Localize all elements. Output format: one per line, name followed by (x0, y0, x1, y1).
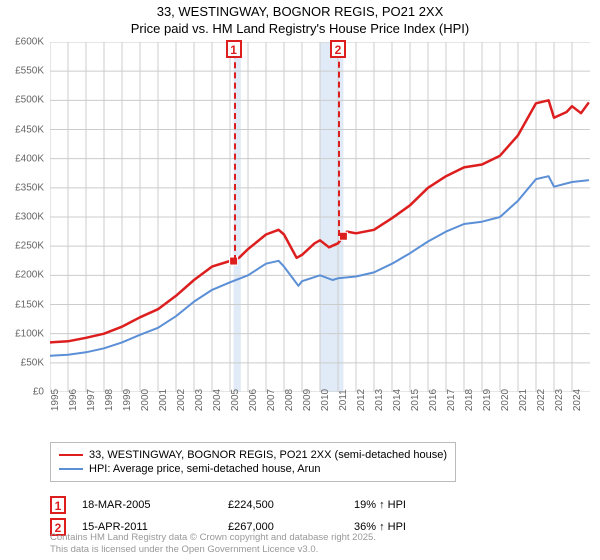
footer-line1: Contains HM Land Registry data © Crown c… (50, 532, 376, 544)
chart-card: 33, WESTINGWAY, BOGNOR REGIS, PO21 2XX P… (0, 0, 600, 560)
legend-label: HPI: Average price, semi-detached house,… (89, 463, 321, 475)
y-tick-label: £550K (15, 66, 44, 77)
callout-number: 1 (226, 40, 242, 58)
y-tick-label: £150K (15, 299, 44, 310)
legend-swatch (59, 468, 83, 471)
x-tick-label: 2016 (428, 389, 439, 411)
legend-item: HPI: Average price, semi-detached house,… (59, 463, 447, 475)
x-tick-label: 2007 (266, 389, 277, 411)
legend-swatch (59, 454, 83, 457)
price-row-date: 15-APR-2011 (82, 521, 212, 533)
x-tick-label: 1997 (86, 389, 97, 411)
x-tick-label: 2003 (194, 389, 205, 411)
x-tick-label: 2011 (338, 389, 349, 411)
x-tick-label: 1999 (122, 389, 133, 411)
x-tick-label: 2010 (320, 389, 331, 411)
title-subtitle: Price paid vs. HM Land Registry's House … (0, 21, 600, 36)
legend-item: 33, WESTINGWAY, BOGNOR REGIS, PO21 2XX (… (59, 449, 447, 461)
x-tick-label: 1995 (50, 389, 61, 411)
x-tick-label: 2018 (464, 389, 475, 411)
callout-number: 2 (330, 40, 346, 58)
x-tick-label: 2017 (446, 389, 457, 411)
price-row-pct: 19% ↑ HPI (354, 499, 464, 511)
chart-plot-area (50, 42, 590, 392)
x-tick-label: 2012 (356, 389, 367, 411)
legend-box: 33, WESTINGWAY, BOGNOR REGIS, PO21 2XX (… (50, 442, 456, 482)
x-tick-label: 2015 (410, 389, 421, 411)
legend-label: 33, WESTINGWAY, BOGNOR REGIS, PO21 2XX (… (89, 449, 447, 461)
y-tick-label: £500K (15, 95, 44, 106)
y-axis-labels: £0£50K£100K£150K£200K£250K£300K£350K£400… (0, 42, 48, 392)
x-tick-label: 2019 (482, 389, 493, 411)
price-row-price: £267,000 (228, 521, 338, 533)
legend: 33, WESTINGWAY, BOGNOR REGIS, PO21 2XX (… (50, 442, 590, 482)
y-tick-label: £300K (15, 212, 44, 223)
x-tick-label: 1998 (104, 389, 115, 411)
footer-attribution: Contains HM Land Registry data © Crown c… (50, 532, 376, 556)
price-row-price: £224,500 (228, 499, 338, 511)
title-block: 33, WESTINGWAY, BOGNOR REGIS, PO21 2XX P… (0, 0, 600, 36)
title-address: 33, WESTINGWAY, BOGNOR REGIS, PO21 2XX (0, 4, 600, 19)
x-tick-label: 2013 (374, 389, 385, 411)
callout-dash (338, 42, 340, 236)
price-row-date: 18-MAR-2005 (82, 499, 212, 511)
x-tick-label: 2020 (500, 389, 511, 411)
y-tick-label: £0 (33, 387, 44, 398)
price-row: 1 18-MAR-2005 £224,500 19% ↑ HPI (50, 496, 590, 514)
x-tick-label: 2014 (392, 389, 403, 411)
price-row-pct: 36% ↑ HPI (354, 521, 464, 533)
x-tick-label: 2024 (572, 389, 583, 411)
y-tick-label: £400K (15, 153, 44, 164)
y-tick-label: £200K (15, 270, 44, 281)
y-tick-label: £450K (15, 124, 44, 135)
y-tick-label: £50K (21, 357, 44, 368)
x-tick-label: 2008 (284, 389, 295, 411)
x-tick-label: 2023 (554, 389, 565, 411)
x-tick-label: 2006 (248, 389, 259, 411)
y-tick-label: £250K (15, 241, 44, 252)
x-tick-label: 2021 (518, 389, 529, 411)
x-axis-labels: 1995199619971998199920002001200220032004… (50, 396, 590, 440)
price-row-number: 1 (50, 496, 66, 514)
x-tick-label: 2000 (140, 389, 151, 411)
y-tick-label: £350K (15, 182, 44, 193)
y-tick-label: £600K (15, 37, 44, 48)
y-tick-label: £100K (15, 328, 44, 339)
x-tick-label: 2001 (158, 389, 169, 411)
x-tick-label: 2005 (230, 389, 241, 411)
x-tick-label: 1996 (68, 389, 79, 411)
x-tick-label: 2009 (302, 389, 313, 411)
callout-dash (234, 42, 236, 261)
x-tick-label: 2004 (212, 389, 223, 411)
x-tick-label: 2022 (536, 389, 547, 411)
x-tick-label: 2002 (176, 389, 187, 411)
footer-line2: This data is licensed under the Open Gov… (50, 544, 376, 556)
chart-svg (50, 42, 590, 392)
